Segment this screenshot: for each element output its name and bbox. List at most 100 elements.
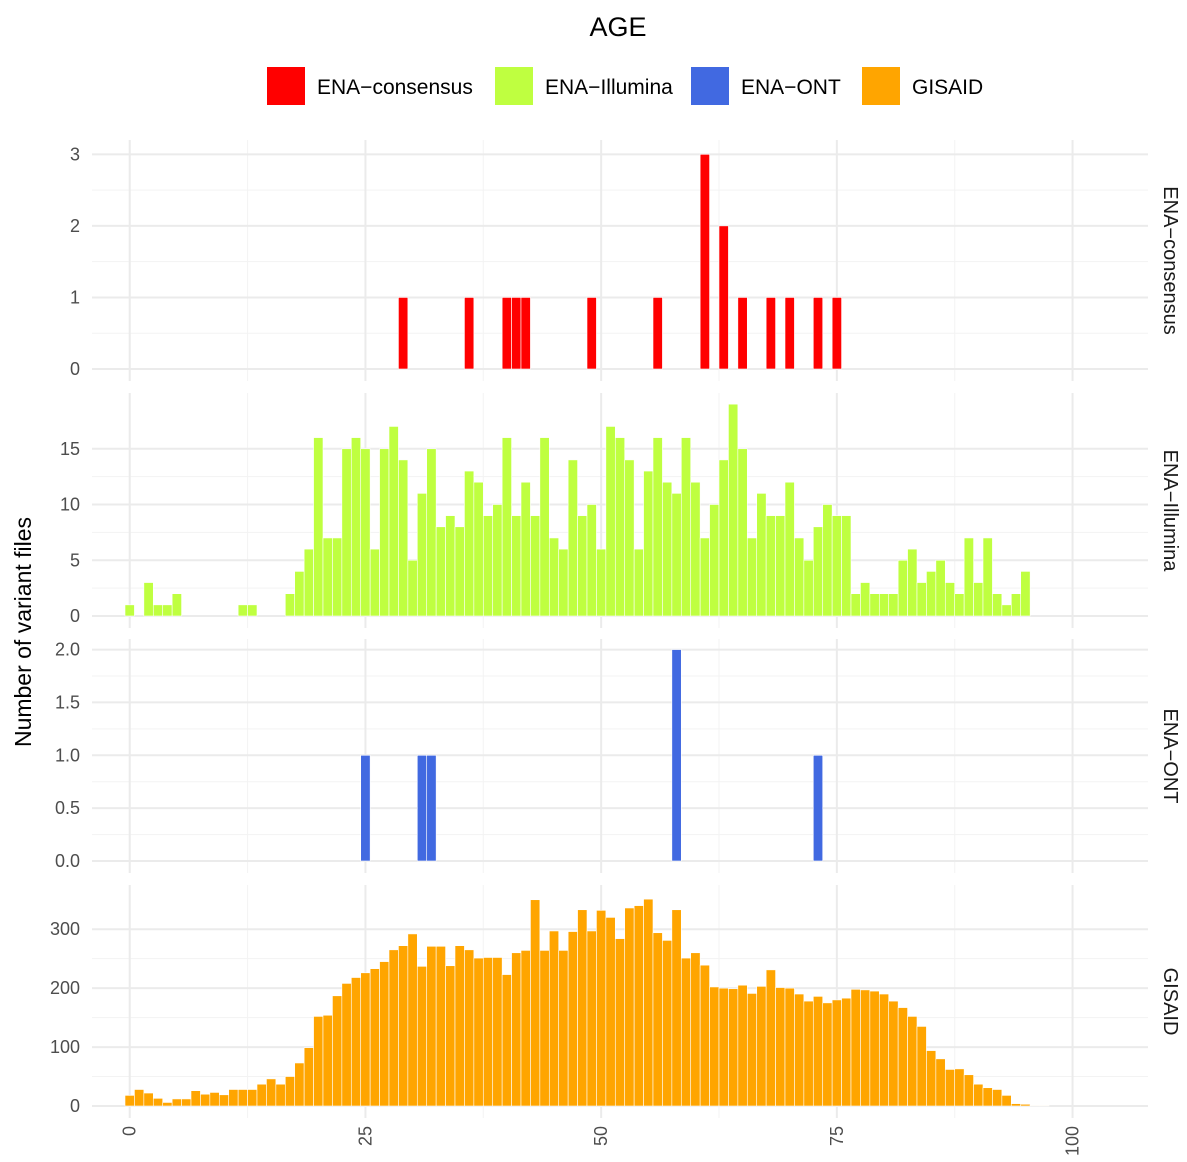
bar bbox=[511, 297, 522, 370]
bar bbox=[388, 949, 399, 1107]
bar bbox=[275, 1083, 286, 1107]
bar bbox=[963, 537, 974, 617]
bar bbox=[728, 403, 739, 617]
bar bbox=[803, 559, 814, 617]
bar bbox=[350, 437, 362, 617]
bar bbox=[709, 986, 720, 1107]
bar bbox=[633, 905, 644, 1107]
bar bbox=[916, 582, 927, 617]
bar bbox=[237, 604, 248, 617]
bar bbox=[530, 515, 541, 617]
bar bbox=[218, 1094, 230, 1107]
y-tick-label: 1.0 bbox=[55, 745, 80, 765]
bar bbox=[1039, 1105, 1050, 1107]
legend-label-2: ENA−ONT bbox=[741, 76, 841, 99]
bar bbox=[266, 1078, 277, 1107]
y-tick-label: 3 bbox=[70, 144, 80, 164]
bar bbox=[1001, 604, 1012, 617]
bar bbox=[699, 154, 710, 370]
y-tick-label: 0.0 bbox=[55, 851, 80, 871]
legend: ENA−consensus ENA−Illumina ENA−ONT GISAID bbox=[267, 67, 983, 105]
bar bbox=[775, 987, 786, 1107]
y-tick-label: 1 bbox=[70, 287, 80, 307]
bar bbox=[671, 649, 682, 862]
bar bbox=[209, 1092, 220, 1107]
bar bbox=[897, 559, 908, 617]
bar bbox=[558, 548, 569, 617]
bar bbox=[322, 537, 333, 617]
bar bbox=[426, 754, 437, 862]
bar bbox=[171, 1098, 182, 1107]
bar bbox=[586, 504, 597, 617]
bar bbox=[794, 993, 805, 1107]
bar bbox=[756, 986, 767, 1107]
bar bbox=[350, 977, 362, 1107]
bar bbox=[992, 1089, 1003, 1107]
strip-label-2: ENA−ONT bbox=[1159, 708, 1181, 803]
bar bbox=[652, 437, 663, 617]
bar bbox=[520, 481, 531, 617]
bar bbox=[322, 1014, 333, 1107]
bar bbox=[869, 990, 880, 1107]
bar bbox=[539, 437, 550, 617]
bar bbox=[539, 950, 550, 1107]
bar bbox=[445, 515, 456, 617]
bar bbox=[812, 754, 824, 862]
bar bbox=[284, 593, 296, 617]
bar bbox=[671, 493, 682, 617]
bar bbox=[586, 930, 597, 1107]
panel-1: 0 5 10 15 ENA−Illumina bbox=[60, 393, 1181, 628]
bar bbox=[765, 515, 776, 617]
legend-key-0 bbox=[267, 67, 305, 105]
bar bbox=[577, 909, 588, 1107]
legend-key-3 bbox=[862, 67, 900, 105]
bar bbox=[1010, 593, 1022, 617]
bar bbox=[718, 225, 729, 370]
bar bbox=[492, 957, 503, 1107]
bar bbox=[152, 1098, 164, 1107]
bar bbox=[548, 930, 560, 1107]
bar bbox=[944, 582, 956, 617]
x-tick-label: 0 bbox=[120, 1126, 140, 1136]
bar bbox=[982, 1087, 993, 1107]
bar bbox=[831, 515, 842, 617]
bar bbox=[869, 593, 880, 617]
bar bbox=[850, 989, 861, 1107]
bar bbox=[256, 1083, 267, 1107]
bar bbox=[737, 984, 748, 1107]
bar bbox=[860, 582, 871, 617]
legend-label-1: ENA−Illumina bbox=[545, 76, 673, 99]
bar bbox=[284, 1076, 296, 1107]
bar bbox=[473, 957, 484, 1107]
legend-key-1 bbox=[495, 67, 533, 105]
bar bbox=[841, 515, 852, 617]
bar bbox=[360, 972, 371, 1107]
legend-key-2 bbox=[691, 67, 729, 105]
bar bbox=[416, 754, 428, 862]
y-tick-label: 15 bbox=[60, 439, 80, 459]
bar bbox=[482, 957, 494, 1107]
bar bbox=[171, 593, 182, 617]
bar bbox=[596, 548, 607, 617]
y-tick-label: 10 bbox=[60, 495, 80, 515]
bar bbox=[784, 297, 795, 370]
bar bbox=[237, 1089, 248, 1107]
bar bbox=[935, 1058, 946, 1107]
bar bbox=[341, 448, 352, 617]
bar bbox=[388, 426, 399, 617]
bar bbox=[332, 995, 343, 1107]
y-tick-label: 0 bbox=[70, 1096, 80, 1116]
bar bbox=[699, 537, 710, 617]
bar bbox=[812, 996, 824, 1107]
bar bbox=[181, 1098, 192, 1107]
bar bbox=[190, 1090, 201, 1107]
bar bbox=[360, 754, 371, 862]
bar bbox=[567, 459, 578, 617]
bar bbox=[671, 909, 682, 1107]
bar bbox=[916, 1026, 927, 1107]
panel-3: 0 100 200 300 GISAID bbox=[50, 885, 1181, 1118]
bar bbox=[888, 1000, 899, 1107]
bar bbox=[680, 437, 692, 617]
bar bbox=[614, 437, 626, 617]
bar bbox=[360, 448, 371, 617]
